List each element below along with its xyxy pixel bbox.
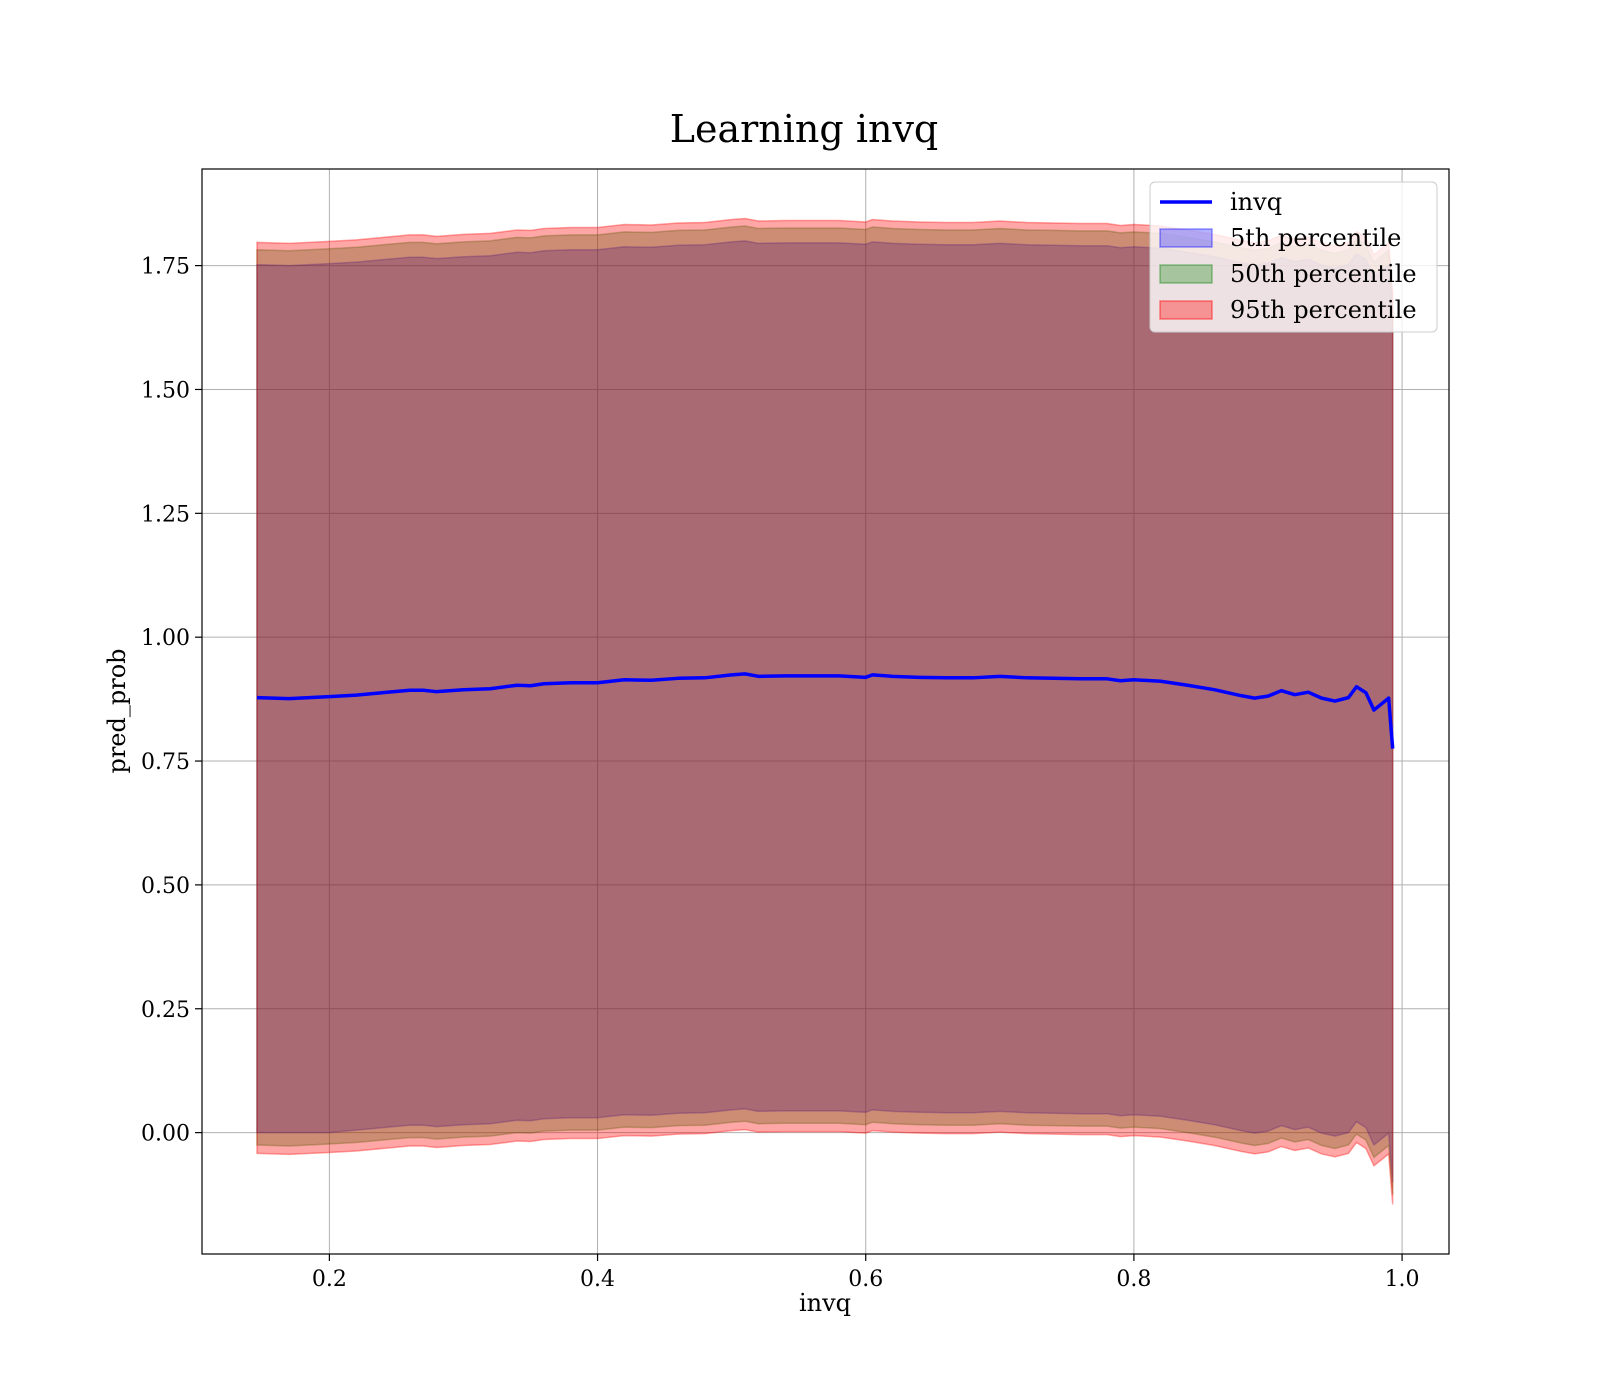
y-tick-label: 1.00 bbox=[141, 626, 190, 651]
legend: invq 5th percentile 50th percentile 95th pe… bbox=[1149, 181, 1438, 333]
x-tick-label: 0.6 bbox=[848, 1267, 883, 1292]
percentile-bands bbox=[256, 217, 1394, 1205]
x-tick-label: 1.0 bbox=[1385, 1267, 1420, 1292]
x-axis-label: invq bbox=[799, 1289, 851, 1317]
y-tick-label: 0.00 bbox=[141, 1122, 190, 1147]
legend-label: 5th percentile bbox=[1230, 224, 1401, 252]
legend-swatch bbox=[1159, 300, 1213, 320]
y-tick-label: 0.50 bbox=[141, 874, 190, 899]
legend-label: invq bbox=[1230, 188, 1282, 216]
y-axis-ticks: 0.00 0.25 0.50 0.75 1.00 1.25 1.50 1.75 bbox=[141, 255, 202, 1147]
y-tick-label: 1.25 bbox=[141, 502, 190, 527]
series-line-invq bbox=[256, 672, 1395, 749]
y-tick-label: 0.25 bbox=[141, 998, 190, 1023]
chart-title: Learning invq bbox=[670, 107, 938, 151]
y-axis-label: pred_prob bbox=[103, 648, 131, 773]
band-50th-percentile bbox=[256, 225, 1394, 1195]
x-axis-ticks: 0.2 0.4 0.6 0.8 1.0 bbox=[312, 1254, 1420, 1292]
legend-box bbox=[1149, 181, 1438, 333]
x-tick-label: 0.4 bbox=[580, 1267, 615, 1292]
plot-frame bbox=[201, 168, 1450, 1255]
legend-label: 50th percentile bbox=[1230, 260, 1417, 288]
y-tick-label: 1.75 bbox=[141, 255, 190, 280]
legend-swatch bbox=[1159, 264, 1213, 284]
y-tick-label: 0.75 bbox=[141, 750, 190, 775]
legend-label: 95th percentile bbox=[1230, 296, 1417, 324]
y-tick-label: 1.50 bbox=[141, 378, 190, 403]
grid-lines bbox=[202, 169, 1449, 1254]
x-tick-label: 0.2 bbox=[312, 1267, 347, 1292]
legend-swatch bbox=[1159, 228, 1213, 248]
x-tick-label: 0.8 bbox=[1116, 1267, 1151, 1292]
band-5th-percentile bbox=[256, 240, 1394, 1183]
band-95th-percentile bbox=[256, 217, 1394, 1205]
series-lines bbox=[256, 672, 1395, 749]
